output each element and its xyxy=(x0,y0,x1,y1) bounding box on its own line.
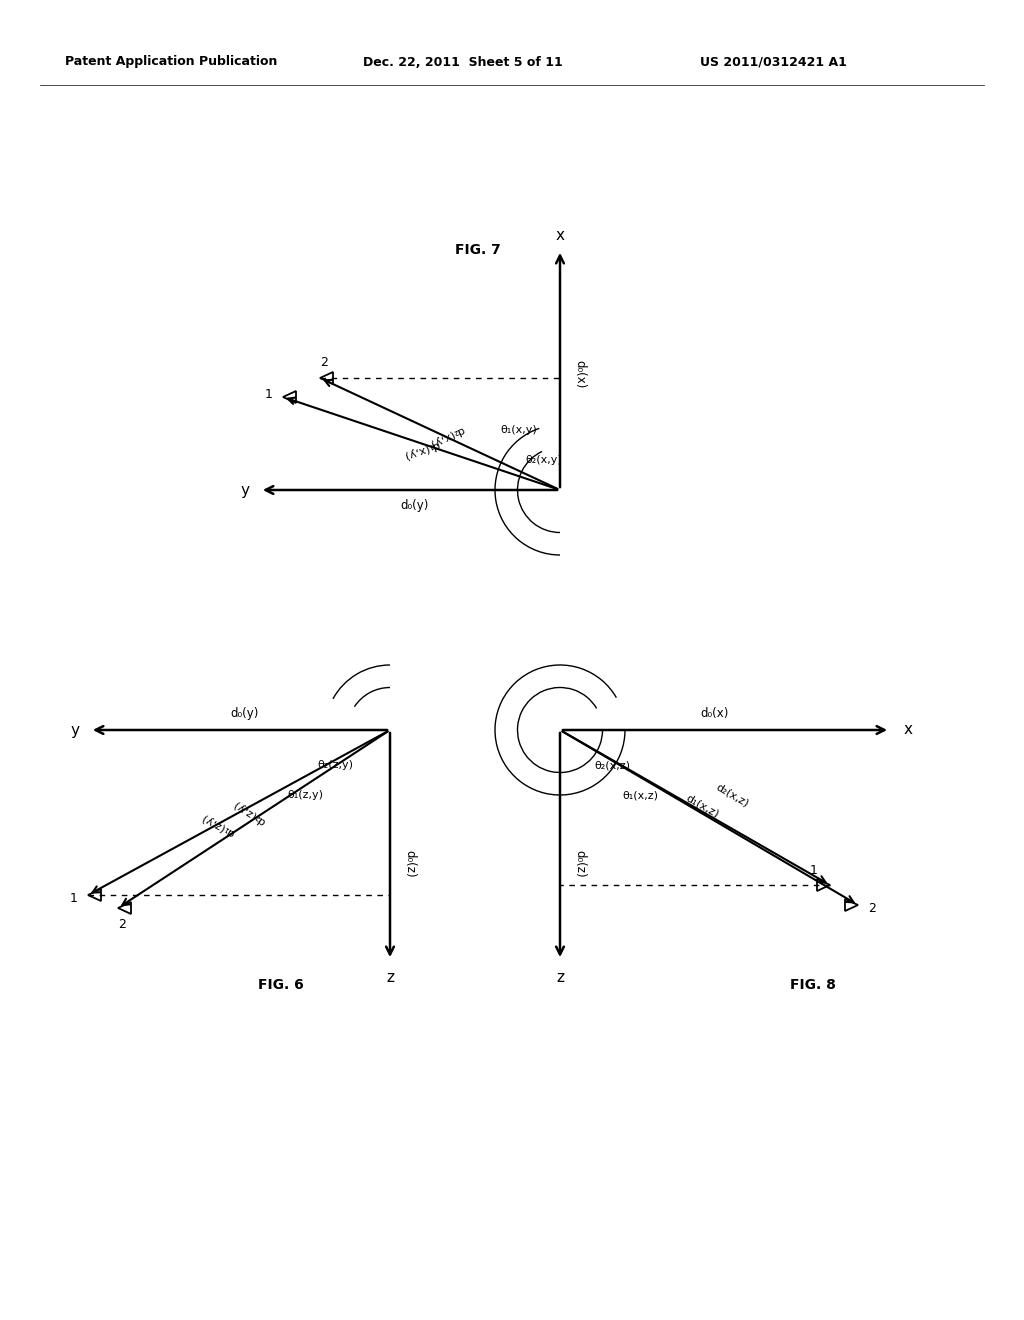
Text: d₁(z,y): d₁(z,y) xyxy=(200,812,236,837)
Text: US 2011/0312421 A1: US 2011/0312421 A1 xyxy=(700,55,847,69)
Text: d₁(x,z): d₁(x,z) xyxy=(684,792,721,818)
Text: 2: 2 xyxy=(868,903,876,916)
Text: θ₁(x,z): θ₁(x,z) xyxy=(622,789,658,800)
Text: FIG. 8: FIG. 8 xyxy=(790,978,836,993)
Text: y: y xyxy=(241,483,250,498)
Text: x: x xyxy=(903,722,912,738)
Text: 1: 1 xyxy=(265,388,273,401)
Text: d₂(x,y): d₂(x,y) xyxy=(428,424,466,449)
Text: 1: 1 xyxy=(810,865,818,878)
Text: θ₁(z,y): θ₁(z,y) xyxy=(287,789,323,800)
Text: θ₂(z,y): θ₂(z,y) xyxy=(317,760,353,770)
Text: x: x xyxy=(555,227,564,243)
Text: d₂(x,z): d₂(x,z) xyxy=(715,783,751,809)
Text: d₂(z,y): d₂(z,y) xyxy=(231,799,267,826)
Text: θ₁(x,y): θ₁(x,y) xyxy=(500,425,537,436)
Text: z: z xyxy=(386,970,394,986)
Text: d₁(x,y): d₁(x,y) xyxy=(402,440,440,461)
Text: FIG. 7: FIG. 7 xyxy=(455,243,501,257)
Text: d₀(z): d₀(z) xyxy=(403,850,417,878)
Text: d₀(z): d₀(z) xyxy=(573,850,587,878)
Text: Dec. 22, 2011  Sheet 5 of 11: Dec. 22, 2011 Sheet 5 of 11 xyxy=(362,55,563,69)
Text: θ₂(x,y): θ₂(x,y) xyxy=(525,455,562,465)
Text: 2: 2 xyxy=(321,355,328,368)
Text: θ₂(x,z): θ₂(x,z) xyxy=(594,760,630,770)
Text: y: y xyxy=(71,722,80,738)
Text: d₀(x): d₀(x) xyxy=(700,708,729,721)
Text: FIG. 6: FIG. 6 xyxy=(258,978,304,993)
Text: 2: 2 xyxy=(118,917,126,931)
Text: d₀(y): d₀(y) xyxy=(400,499,429,512)
Text: d₀(x): d₀(x) xyxy=(573,360,587,388)
Text: 1: 1 xyxy=(70,892,78,906)
Text: d₀(y): d₀(y) xyxy=(230,708,259,721)
Text: z: z xyxy=(556,970,564,986)
Text: Patent Application Publication: Patent Application Publication xyxy=(65,55,278,69)
